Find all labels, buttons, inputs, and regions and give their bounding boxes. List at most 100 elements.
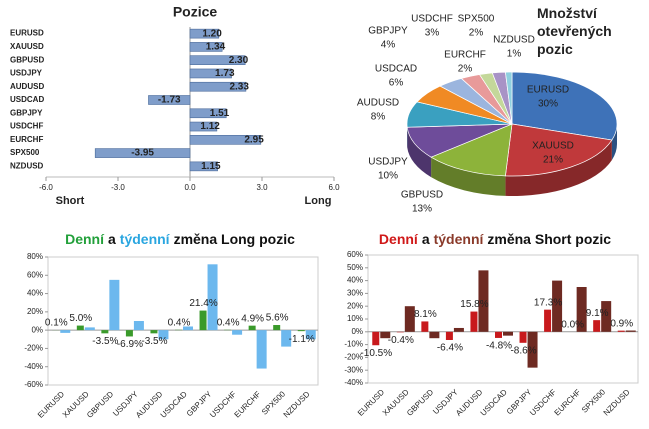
x-tick-label: 3.0 <box>256 183 268 192</box>
bar <box>305 330 316 340</box>
value-label: -6.4% <box>437 343 463 354</box>
value-label: -4.8% <box>486 341 512 352</box>
bar <box>189 161 218 172</box>
x-tick-label: 0.0 <box>184 183 196 192</box>
y-tick-label: 40% <box>27 289 43 298</box>
x-tick-label: USDCAD <box>159 389 189 419</box>
value-label: -1.1% <box>289 334 315 345</box>
pie-slice <box>430 123 513 177</box>
y-tick-label: 0% <box>31 325 43 334</box>
title-line: Množství <box>537 5 598 21</box>
title-part: změna Short pozic <box>487 231 611 247</box>
bar <box>470 311 478 332</box>
value-label: 2.33 <box>229 81 249 92</box>
y-tick-label: 10% <box>347 314 363 323</box>
bar <box>429 331 440 339</box>
bar <box>94 148 191 158</box>
value-label: -3.95 <box>131 148 154 159</box>
value-label: 1.34 <box>206 42 226 53</box>
y-tick-label: 60% <box>27 270 43 279</box>
pie-label: SPX500 <box>458 14 495 25</box>
pie-label: GBPJPY <box>368 26 408 37</box>
bar <box>297 330 305 332</box>
bar <box>150 330 158 334</box>
bar <box>148 95 191 105</box>
title-line: otevřených <box>537 23 612 39</box>
pie-label: GBPUSD <box>401 190 443 201</box>
value-label: 4.9% <box>241 313 264 324</box>
bar <box>189 135 262 145</box>
pie-value-label: 4% <box>381 40 396 51</box>
y-tick-label: 50% <box>347 263 363 272</box>
pie-slice <box>505 71 513 125</box>
bar <box>552 280 563 332</box>
x-tick-label: EURCHF <box>233 389 263 419</box>
pie-label: AUDUSD <box>357 98 399 109</box>
pie-side <box>505 140 612 196</box>
y-tick-label: 20% <box>27 307 43 316</box>
pie-label: USDJPY <box>368 157 408 168</box>
category-label: GBPUSD <box>10 55 44 64</box>
bar <box>207 264 218 331</box>
y-tick-label: 20% <box>347 301 363 310</box>
pie-side <box>431 157 506 196</box>
value-label: 1.20 <box>202 28 222 39</box>
value-label: 5.6% <box>266 313 289 324</box>
y-tick-label: 80% <box>27 252 43 261</box>
value-label: 5.0% <box>69 313 92 324</box>
category-label: SPX500 <box>10 148 40 157</box>
bar <box>158 330 169 340</box>
bar <box>625 330 636 332</box>
bar <box>125 330 133 337</box>
bar <box>183 326 193 331</box>
y-tick-label: -40% <box>344 378 363 387</box>
bar <box>495 331 502 338</box>
value-label: 21.4% <box>189 298 217 309</box>
axis-label: Short <box>56 195 85 207</box>
bar <box>189 28 220 39</box>
x-tick-label: GBPUSD <box>85 389 115 419</box>
bar <box>404 306 415 332</box>
title-part: týdenní <box>434 231 485 247</box>
pie-side <box>407 127 432 178</box>
pie-value-label: 13% <box>412 204 432 215</box>
bar <box>199 310 207 331</box>
y-tick-label: -10% <box>344 340 363 349</box>
value-label: -10.5% <box>360 348 392 359</box>
value-label: -3.5% <box>92 336 118 347</box>
chart-title: Denní a týdenní změna Long pozic <box>65 231 295 247</box>
bar <box>189 81 247 92</box>
y-tick-label: -20% <box>24 344 43 353</box>
category-label: USDJPY <box>10 69 43 78</box>
bar <box>380 331 391 339</box>
bar <box>593 320 601 332</box>
bar <box>76 325 84 331</box>
bar <box>527 331 538 368</box>
bar <box>273 325 281 331</box>
value-label: -8.6% <box>510 345 536 356</box>
value-label: -1.73 <box>158 95 181 106</box>
pie-value-label: 10% <box>378 171 398 182</box>
bar <box>109 279 120 331</box>
plot-frame <box>47 256 319 386</box>
pie-value-label: 6% <box>389 78 404 89</box>
category-label: AUDUSD <box>10 82 44 91</box>
bar <box>133 321 144 331</box>
bar <box>189 68 232 79</box>
bar <box>576 287 587 332</box>
pie-label: NZDUSD <box>493 35 535 46</box>
value-label: 1.15 <box>201 161 221 172</box>
pie-value-label: 21% <box>543 155 563 166</box>
pie-value-label: 2% <box>469 28 484 39</box>
pie-slice <box>505 123 613 177</box>
y-tick-label: -40% <box>24 362 43 371</box>
bar <box>421 321 429 332</box>
x-tick-label: -6.0 <box>39 183 53 192</box>
bar <box>256 330 267 369</box>
bar <box>601 301 612 332</box>
category-label: USDCHF <box>10 122 43 131</box>
pie-label: EURUSD <box>527 85 569 96</box>
x-tick-label: 6.0 <box>328 183 340 192</box>
bar <box>189 42 223 52</box>
